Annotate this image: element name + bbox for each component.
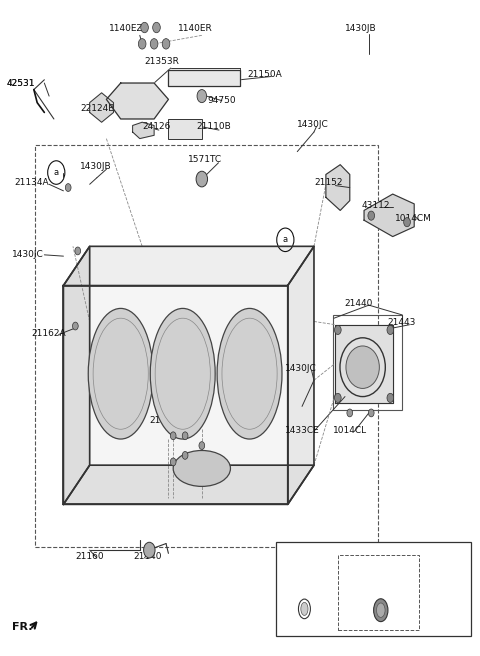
Text: 21134A: 21134A	[15, 178, 49, 188]
Circle shape	[138, 39, 146, 49]
Text: 1430JB: 1430JB	[345, 24, 377, 33]
Text: a: a	[283, 236, 288, 244]
Circle shape	[141, 22, 148, 33]
Text: 21440: 21440	[344, 298, 372, 308]
Polygon shape	[63, 247, 314, 285]
Circle shape	[387, 325, 394, 335]
Ellipse shape	[88, 308, 153, 439]
Circle shape	[368, 211, 374, 220]
Polygon shape	[132, 122, 154, 138]
Ellipse shape	[373, 599, 388, 622]
Text: 43112: 43112	[362, 201, 390, 210]
Polygon shape	[326, 165, 350, 211]
Text: 42531: 42531	[6, 79, 35, 87]
Text: 1430JB: 1430JB	[80, 162, 112, 171]
Ellipse shape	[376, 603, 385, 617]
Text: 24126: 24126	[142, 122, 170, 131]
Text: 21353R: 21353R	[144, 57, 180, 66]
Polygon shape	[364, 194, 414, 237]
Text: 21160: 21160	[75, 552, 104, 561]
Text: 21150A: 21150A	[247, 70, 282, 79]
Text: 1140EZ: 1140EZ	[109, 24, 144, 33]
Text: 21152: 21152	[314, 178, 342, 188]
Bar	[168, 119, 202, 138]
Ellipse shape	[301, 602, 308, 615]
Bar	[35, 145, 378, 547]
Ellipse shape	[150, 308, 215, 439]
Circle shape	[150, 39, 158, 49]
Text: 22124B: 22124B	[80, 104, 115, 113]
Text: 21133: 21133	[291, 565, 320, 574]
Polygon shape	[107, 83, 168, 119]
Text: (ALT.): (ALT.)	[352, 565, 376, 574]
Circle shape	[197, 90, 206, 102]
Circle shape	[335, 394, 341, 403]
Text: 21443: 21443	[387, 318, 415, 327]
Polygon shape	[63, 465, 314, 504]
Text: 21140: 21140	[133, 552, 162, 561]
Text: 42531: 42531	[6, 79, 35, 87]
Text: 21114A: 21114A	[149, 417, 184, 425]
Polygon shape	[336, 325, 393, 403]
Circle shape	[144, 543, 155, 558]
Text: 1430JC: 1430JC	[297, 119, 329, 129]
Circle shape	[65, 184, 71, 192]
Ellipse shape	[173, 451, 230, 486]
Ellipse shape	[346, 346, 379, 388]
Text: 1430JC: 1430JC	[285, 364, 317, 373]
Circle shape	[347, 409, 353, 417]
Text: 1571TC: 1571TC	[188, 155, 222, 164]
Circle shape	[335, 325, 341, 335]
Circle shape	[368, 409, 374, 417]
Circle shape	[153, 22, 160, 33]
Text: 1430JC: 1430JC	[12, 250, 44, 258]
Polygon shape	[90, 93, 114, 122]
Circle shape	[72, 322, 78, 330]
Text: 1751GI: 1751GI	[300, 584, 332, 594]
Text: 1014CM: 1014CM	[395, 214, 432, 223]
Bar	[333, 315, 402, 409]
Circle shape	[196, 171, 207, 187]
Polygon shape	[288, 247, 314, 504]
Text: FR.: FR.	[12, 622, 32, 632]
Bar	[338, 555, 419, 630]
Text: 21114: 21114	[161, 390, 190, 399]
Circle shape	[162, 39, 170, 49]
Text: 21110B: 21110B	[196, 122, 231, 131]
Text: 94750: 94750	[207, 96, 236, 105]
Circle shape	[170, 432, 176, 440]
Text: 21314A: 21314A	[355, 584, 389, 594]
Circle shape	[170, 458, 176, 466]
Polygon shape	[63, 247, 90, 504]
Circle shape	[199, 441, 204, 449]
Text: a: a	[284, 549, 289, 558]
Circle shape	[387, 394, 394, 403]
Text: 1433CE: 1433CE	[285, 426, 320, 435]
Bar	[276, 542, 471, 636]
Ellipse shape	[217, 308, 282, 439]
Text: 1014CL: 1014CL	[333, 426, 367, 435]
Text: 21162A: 21162A	[31, 329, 66, 338]
Text: 1140ER: 1140ER	[178, 24, 213, 33]
Text: a: a	[54, 168, 59, 177]
Polygon shape	[63, 285, 288, 504]
Circle shape	[182, 451, 188, 459]
Circle shape	[182, 432, 188, 440]
Circle shape	[404, 218, 410, 227]
Circle shape	[75, 247, 81, 255]
Polygon shape	[168, 70, 240, 87]
